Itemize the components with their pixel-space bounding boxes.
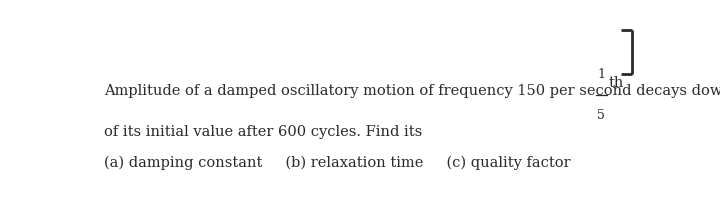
Text: of its initial value after 600 cycles. Find its: of its initial value after 600 cycles. F… xyxy=(104,125,422,139)
Text: (a) damping constant     (b) relaxation time     (c) quality factor: (a) damping constant (b) relaxation time… xyxy=(104,155,570,170)
Text: 5: 5 xyxy=(597,109,605,122)
Text: 1: 1 xyxy=(597,68,605,81)
Text: Amplitude of a damped oscillatory motion of frequency 150 per second decays down: Amplitude of a damped oscillatory motion… xyxy=(104,84,720,98)
Text: th: th xyxy=(609,76,624,90)
